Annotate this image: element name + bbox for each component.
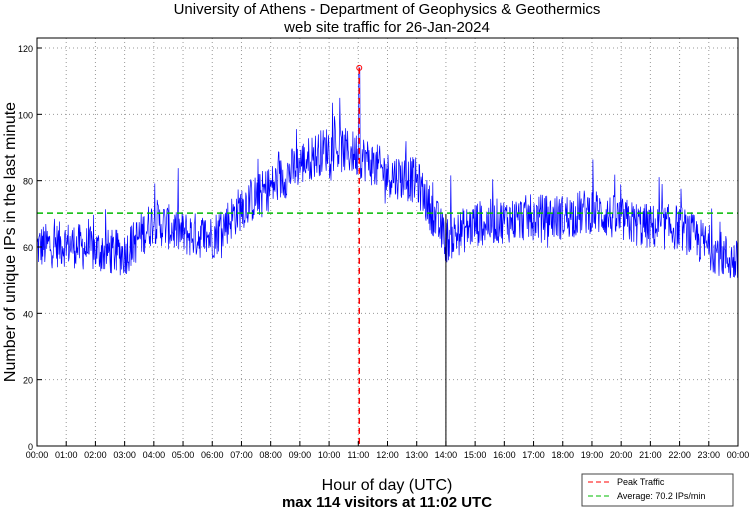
x-tick-label: 09:00 (289, 450, 312, 460)
x-tick-label: 04:00 (143, 450, 166, 460)
chart-title: University of Athens - Department of Geo… (174, 1, 601, 18)
x-tick-label: 20:00 (610, 450, 633, 460)
x-tick-label: 16:00 (493, 450, 516, 460)
x-tick-label: 03:00 (113, 450, 136, 460)
x-tick-label: 06:00 (201, 450, 224, 460)
y-tick-label: 0 (28, 442, 33, 452)
x-tick-label: 00:00 (727, 450, 750, 460)
y-tick-label: 60 (23, 243, 33, 253)
x-axis-label: Hour of day (UTC) (322, 477, 453, 494)
legend: Peak Traffic Average: 70.2 IPs/min (581, 473, 734, 507)
x-tick-label: 00:00 (26, 450, 49, 460)
x-tick-label: 10:00 (318, 450, 341, 460)
y-tick-label: 80 (23, 177, 33, 187)
legend-peak-label: Peak Traffic (617, 477, 665, 487)
x-tick-label: 12:00 (376, 450, 399, 460)
y-axis-label: Number of unique IPs in the last minute (2, 102, 19, 382)
x-tick-label: 18:00 (551, 450, 574, 460)
y-tick-label: 100 (18, 110, 33, 120)
chart-subtitle: web site traffic for 26-Jan-2024 (283, 19, 490, 36)
x-tick-label: 15:00 (464, 450, 487, 460)
x-tick-label: 23:00 (698, 450, 721, 460)
x-tick-label: 05:00 (172, 450, 195, 460)
x-tick-label: 19:00 (581, 450, 604, 460)
x-tick-label: 11:00 (347, 450, 369, 460)
x-tick-label: 13:00 (405, 450, 428, 460)
y-tick-label: 120 (18, 44, 33, 54)
peak-marker (356, 64, 363, 71)
x-tick-label: 14:00 (435, 450, 458, 460)
legend-average-label: Average: 70.2 IPs/min (617, 491, 705, 501)
footer-text: max 114 visitors at 11:02 UTC (282, 494, 492, 511)
x-tick-label: 02:00 (84, 450, 107, 460)
x-tick-label: 07:00 (230, 450, 253, 460)
x-tick-label: 17:00 (522, 450, 545, 460)
traffic-line (36, 67, 738, 279)
y-tick-label: 20 (23, 376, 33, 386)
x-tick-label: 21:00 (639, 450, 662, 460)
x-tick-label: 01:00 (55, 450, 78, 460)
y-tick-label: 40 (23, 309, 33, 319)
x-tick-label: 22:00 (668, 450, 691, 460)
x-tick-label: 08:00 (259, 450, 282, 460)
